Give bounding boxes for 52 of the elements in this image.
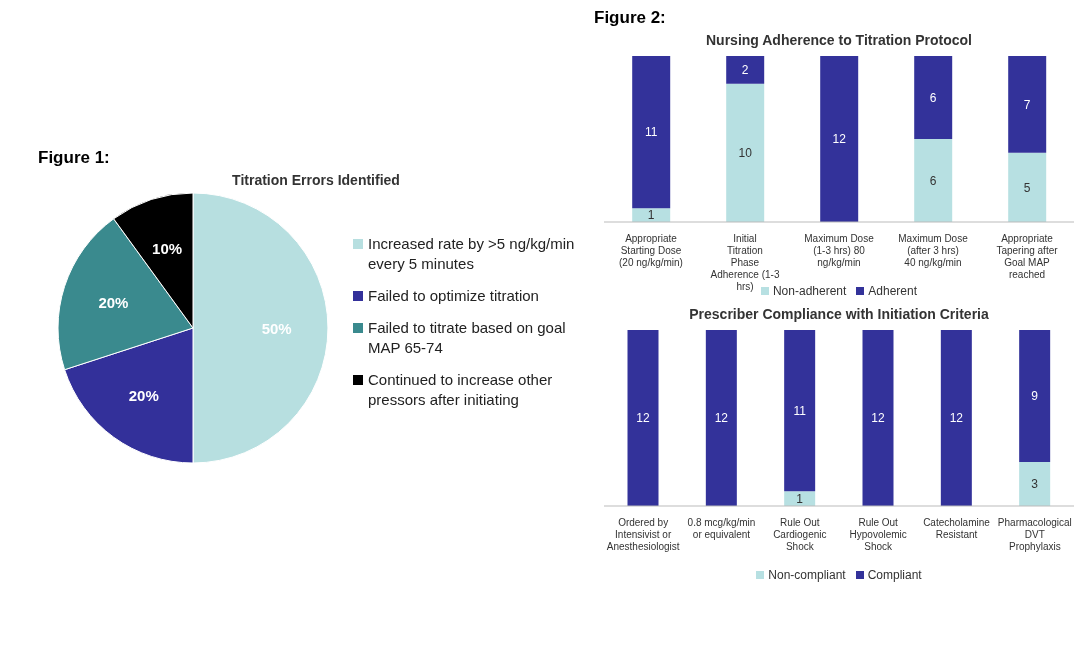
x-tick-label: Appropriate Tapering after Goal MAP reached <box>996 233 1059 280</box>
data-label: 6 <box>929 90 937 105</box>
caption: Figure 2: <box>594 8 667 28</box>
caption: Figure 1: <box>38 148 111 168</box>
data-label: 6 <box>929 173 937 188</box>
data-label: 1 <box>796 491 804 506</box>
legend-label: Non-compliant <box>768 568 846 582</box>
legend-label: Adherent <box>868 284 918 298</box>
chart-title: Prescriber Compliance with Initiation Criteria <box>688 306 990 322</box>
legend-label: Compliant <box>867 568 922 582</box>
bar <box>914 56 953 139</box>
x-tick-label: Maximum Dose (after 3 hrs) 40 ng/kg/min <box>898 233 969 268</box>
x-tick-label: Pharmacological DVT Prophylaxis <box>997 517 1072 552</box>
data-label: 3 <box>1031 477 1039 492</box>
legend-label: Non-adherent <box>772 284 847 298</box>
data-label: 12 <box>832 132 847 147</box>
data-label: 12 <box>949 411 964 426</box>
x-tick-label: 0.8 mcg/kg/min or equivalent <box>687 517 756 540</box>
x-tick-label: Catecholamine Resistant <box>923 517 991 540</box>
bar <box>632 56 671 209</box>
bar <box>726 83 765 222</box>
data-label: 12 <box>636 411 650 426</box>
data-label: 12 <box>714 411 729 426</box>
data-label: 50% <box>261 319 292 337</box>
x-tick-label: Rule Out Cardiogenic Shock <box>773 517 827 552</box>
legend-label: Increased rate by >5 ng/kg/min every 5 minutes <box>368 234 576 274</box>
data-label: 20% <box>98 293 129 311</box>
chart-title: Nursing Adherence to Titration Protocol <box>705 32 973 48</box>
bar <box>820 56 859 222</box>
legend-label: Failed to optimize titration <box>368 286 539 306</box>
data-label: 7 <box>1023 97 1031 112</box>
data-label: 10% <box>152 239 183 257</box>
data-label: 5 <box>1023 180 1031 195</box>
data-label: 12 <box>871 411 885 426</box>
data-label: 11 <box>793 403 807 418</box>
x-tick-label: Appropriate Starting Dose (20 ng/kg/min) <box>619 233 683 268</box>
data-label: 20% <box>128 387 159 405</box>
x-tick-label: Ordered by Intensivist or Anesthesiologist <box>606 517 680 552</box>
bar <box>1008 56 1047 153</box>
chart-title: Titration Errors Identified <box>231 172 401 188</box>
bar <box>1008 152 1047 222</box>
bar <box>726 56 765 84</box>
data-label: 10 <box>738 146 753 161</box>
data-label: 1 <box>647 208 655 223</box>
x-tick-label: Rule Out Hypovolemic Shock <box>849 517 907 552</box>
data-label: 2 <box>741 63 749 78</box>
legend-label: Failed to titrate based on goal MAP 65-74 <box>368 318 567 358</box>
x-tick-label: Maximum Dose (1-3 hrs) 80 ng/kg/min <box>804 233 875 268</box>
data-label: 11 <box>644 125 658 140</box>
legend-label: Continued to increase other pressors after initiating <box>368 370 554 410</box>
bar <box>914 139 953 222</box>
data-label: 9 <box>1031 389 1039 404</box>
